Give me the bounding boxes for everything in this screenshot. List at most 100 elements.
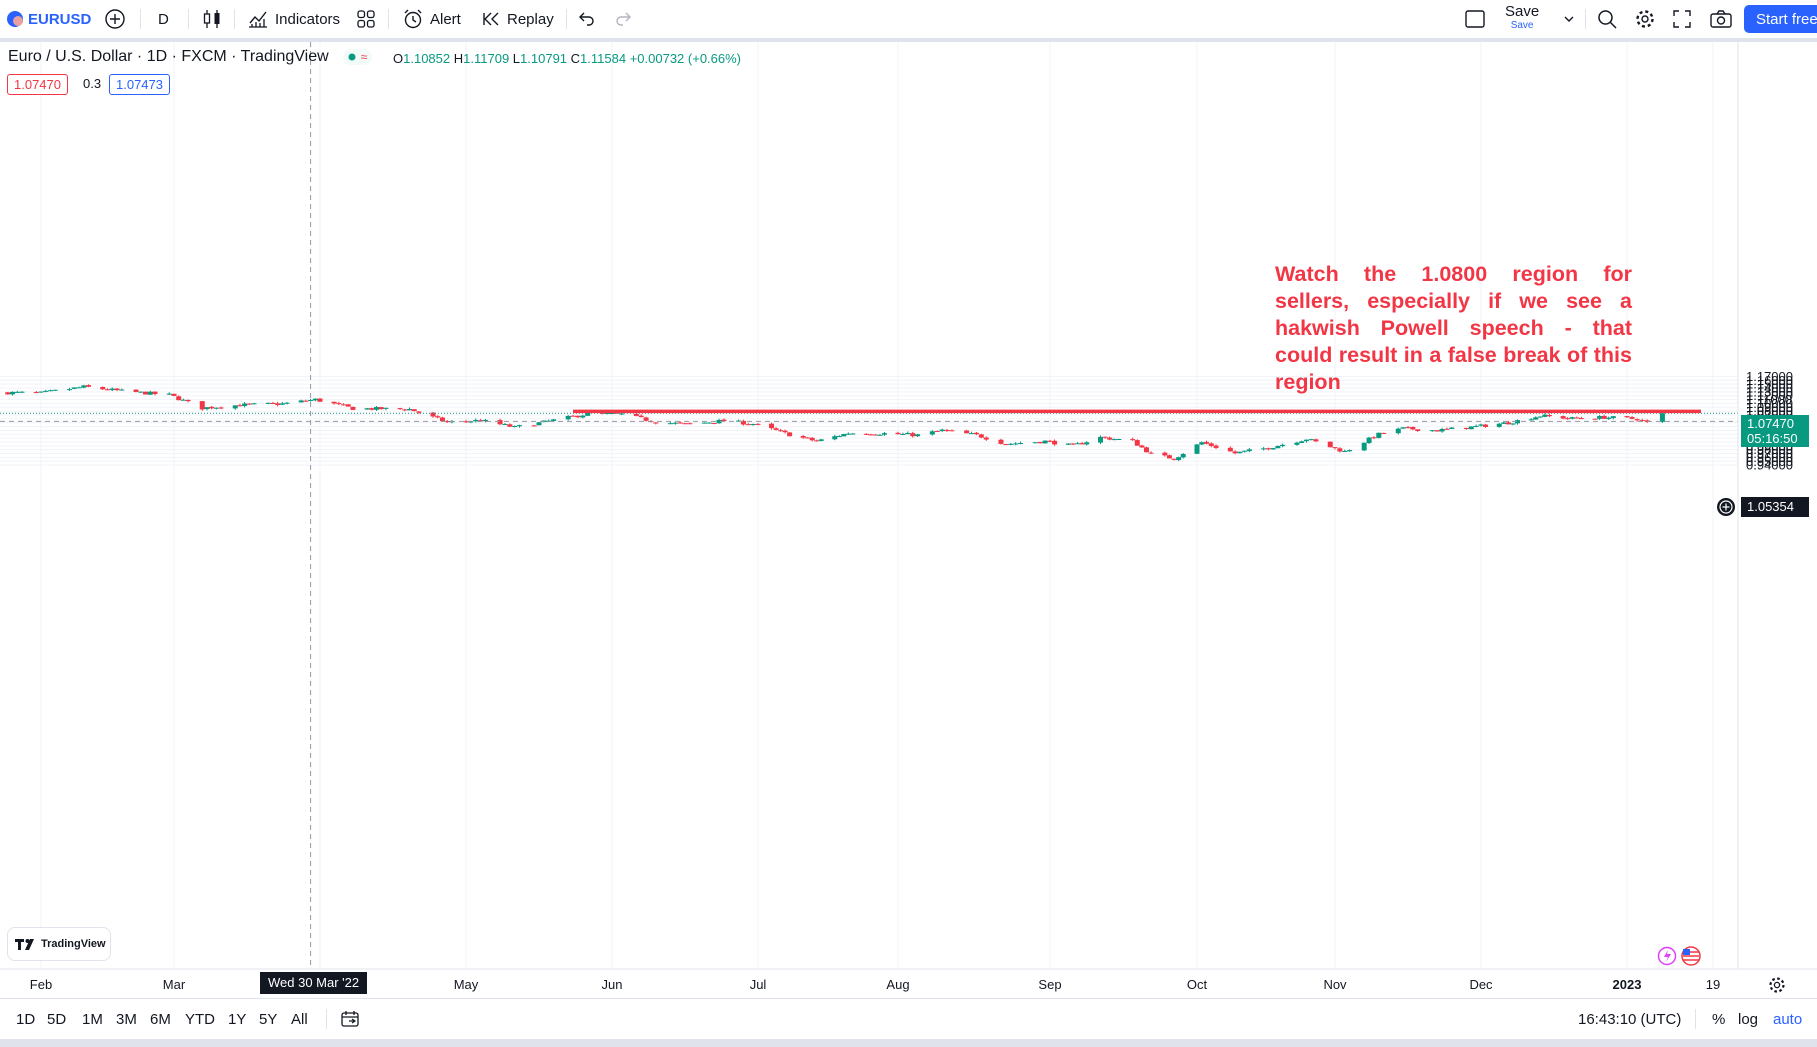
range-all[interactable]: All xyxy=(291,1011,308,1028)
candle-body xyxy=(1327,441,1333,448)
candle-body xyxy=(1361,442,1367,451)
candle-body xyxy=(1565,418,1571,420)
replay-button[interactable]: Replay xyxy=(481,0,554,38)
alarm-clock-icon xyxy=(402,8,424,30)
sell-price-button[interactable]: 1.07470 xyxy=(7,74,68,95)
time-tick-label: Dec xyxy=(1469,977,1493,992)
annotation-text[interactable]: Watch the 1.0800 region for sellers, esp… xyxy=(1275,262,1632,394)
tradingview-logo-icon xyxy=(15,939,34,950)
candle-body xyxy=(331,401,337,404)
candle-body xyxy=(687,423,693,425)
toolbar-divider xyxy=(234,9,235,29)
candle-body xyxy=(750,424,756,426)
undo-button[interactable] xyxy=(576,0,596,38)
candle-body xyxy=(213,407,219,409)
calendar-icon xyxy=(341,1011,359,1027)
chart-legend: Euro / U.S. Dollar · 1D · FXCM · Trading… xyxy=(8,48,373,66)
fullscreen-button[interactable] xyxy=(1672,0,1692,38)
auto-toggle[interactable]: auto xyxy=(1773,1011,1803,1028)
candle-body xyxy=(1537,416,1543,418)
percent-toggle[interactable]: % xyxy=(1712,1011,1726,1028)
low-value: 1.10791 xyxy=(520,51,568,66)
candle-body xyxy=(1199,442,1205,445)
candle-body xyxy=(973,432,979,435)
range-6m[interactable]: 6M xyxy=(150,1011,171,1028)
candle-body xyxy=(166,393,172,395)
timezone-clock[interactable]: 16:43:10 (UTC) xyxy=(1578,1011,1682,1028)
candle-body xyxy=(863,433,869,435)
indicators-icon xyxy=(247,9,269,29)
save-dropdown-button[interactable] xyxy=(1562,0,1576,38)
axis-settings-button[interactable] xyxy=(1766,974,1788,996)
open-key: O xyxy=(393,51,404,66)
snapshot-button[interactable] xyxy=(1709,0,1733,38)
candle-body xyxy=(1261,448,1267,450)
date-range-button[interactable] xyxy=(340,1009,360,1034)
candle-body xyxy=(614,412,620,414)
candle-body xyxy=(1496,423,1502,427)
candle-body xyxy=(915,434,921,437)
templates-button[interactable] xyxy=(356,0,376,38)
candle-body xyxy=(1634,419,1640,421)
candle-body xyxy=(246,403,252,405)
candle-body xyxy=(978,434,984,438)
tradingview-logo[interactable]: TradingView xyxy=(7,927,111,961)
candle-body xyxy=(1180,454,1186,458)
candle-body xyxy=(1037,441,1043,444)
candle-body xyxy=(1265,448,1271,450)
indicators-button[interactable]: Indicators xyxy=(247,0,340,38)
price-chart[interactable]: 0.940000.950000.960000.970000.980000.990… xyxy=(0,42,1817,998)
range-1d[interactable]: 1D xyxy=(16,1011,36,1028)
settings-button[interactable] xyxy=(1634,0,1656,38)
candle-body xyxy=(570,415,576,417)
legend-title: Euro / U.S. Dollar · 1D · FXCM · Trading… xyxy=(8,48,329,65)
candle-body xyxy=(1143,447,1149,453)
save-button[interactable]: Save Save xyxy=(1505,0,1539,38)
price-tick-label: 1.14000 xyxy=(1746,381,1793,396)
range-ytd[interactable]: YTD xyxy=(185,1011,215,1028)
bottom-divider xyxy=(326,1009,327,1029)
candle-body xyxy=(778,430,784,432)
start-free-button[interactable]: Start free xyxy=(1744,5,1817,33)
candle-body xyxy=(1342,450,1348,452)
gear-icon xyxy=(1634,8,1656,30)
last-price-label: 1.07470 05:16:50 xyxy=(1741,415,1809,447)
euro-flag-icon xyxy=(6,10,24,28)
select-layout-button[interactable] xyxy=(1464,0,1486,38)
add-alert-crosshair-button[interactable] xyxy=(1716,497,1736,517)
candle-body xyxy=(416,411,422,413)
economic-events-icons[interactable] xyxy=(1657,946,1705,966)
candle-body xyxy=(199,401,205,410)
range-5y[interactable]: 5Y xyxy=(259,1011,278,1028)
log-toggle[interactable]: log xyxy=(1738,1011,1759,1028)
save-label: Save xyxy=(1505,3,1540,20)
compare-symbol-button[interactable] xyxy=(104,0,126,38)
search-button[interactable] xyxy=(1596,0,1618,38)
candle-body xyxy=(1542,414,1548,417)
time-tick-label: Nov xyxy=(1323,977,1347,992)
chart-type-button[interactable] xyxy=(202,0,222,38)
candle-body xyxy=(1299,441,1305,443)
chart-grid xyxy=(0,42,1817,998)
range-1y[interactable]: 1Y xyxy=(228,1011,247,1028)
toolbar-divider xyxy=(566,9,567,29)
candle-body xyxy=(929,431,935,435)
interval-button[interactable]: D xyxy=(158,0,169,38)
time-tick-label: Oct xyxy=(1187,977,1208,992)
range-5d[interactable]: 5D xyxy=(47,1011,67,1028)
range-3m[interactable]: 3M xyxy=(116,1011,137,1028)
range-1m[interactable]: 1M xyxy=(82,1011,103,1028)
candle-body xyxy=(497,419,503,425)
candle-body xyxy=(114,388,120,391)
open-value: 1.10852 xyxy=(403,51,451,66)
candle-body xyxy=(1415,429,1421,432)
redo-button[interactable] xyxy=(614,0,634,38)
symbol-search-button[interactable]: EURUSD xyxy=(6,0,91,38)
buy-price-button[interactable]: 1.07473 xyxy=(109,74,170,95)
candle-body xyxy=(782,430,788,433)
candle-body xyxy=(1227,447,1233,452)
alert-button[interactable]: Alert xyxy=(402,0,461,38)
candle-body xyxy=(531,425,537,427)
candle-body xyxy=(1395,428,1401,434)
candle-body xyxy=(850,433,856,435)
